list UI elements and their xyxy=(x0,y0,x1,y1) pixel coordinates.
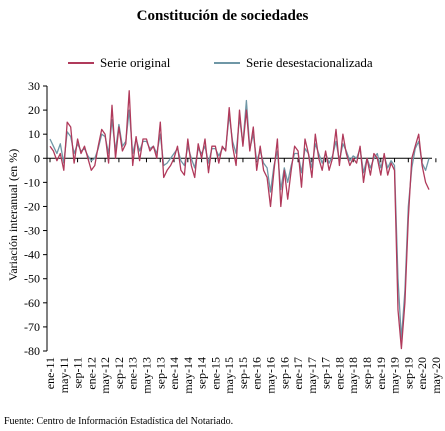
x-tick-label: may-18 xyxy=(346,357,360,394)
y-tick-label: -40 xyxy=(24,248,40,262)
x-tick-label: ene-16 xyxy=(250,357,264,390)
x-tick-label: ene-14 xyxy=(167,357,181,390)
legend-swatch-original xyxy=(68,62,94,64)
x-tick-label: may-20 xyxy=(429,357,443,394)
series-line-desestacionalizada xyxy=(49,99,430,340)
y-tick-label: -50 xyxy=(24,272,40,286)
x-tick-label: sep-15 xyxy=(236,357,250,389)
y-tick-label: -80 xyxy=(24,344,40,358)
y-tick-label: -10 xyxy=(24,175,40,189)
x-tick-label: ene-18 xyxy=(332,357,346,390)
series-line-original xyxy=(49,90,430,350)
y-tick-label: -60 xyxy=(24,296,40,310)
y-tick-label: 20 xyxy=(28,103,40,117)
x-tick-label: ene-11 xyxy=(43,357,57,389)
x-tick-label: sep-19 xyxy=(401,357,415,389)
y-tick-label: 0 xyxy=(34,151,40,165)
y-tick-label: -70 xyxy=(24,320,40,334)
x-tick-label: ene-17 xyxy=(291,357,305,390)
x-tick-label: sep-12 xyxy=(112,357,126,389)
x-tick-label: may-16 xyxy=(264,357,278,394)
x-tick-label: sep-11 xyxy=(71,357,85,389)
x-tick-label: sep-14 xyxy=(195,357,209,389)
chart-title: Constitución de sociedades xyxy=(136,8,309,24)
x-tick-label: sep-18 xyxy=(360,357,374,389)
legend-label-desestacionalizada: Serie desestacionalizada xyxy=(246,55,373,70)
x-tick-label: may-17 xyxy=(305,357,319,394)
x-tick-label: ene-12 xyxy=(84,357,98,390)
chart-footnote: Fuente: Centro de Información Estadístic… xyxy=(4,416,234,427)
x-tick-label: sep-17 xyxy=(319,357,333,389)
x-tick-label: sep-16 xyxy=(277,357,291,389)
y-tick-label: 10 xyxy=(28,127,40,141)
x-tick-label: may-12 xyxy=(98,357,112,394)
x-tick-label: sep-20 xyxy=(443,357,445,389)
legend-swatch-desestacionalizada xyxy=(214,62,240,64)
x-tick-label: may-19 xyxy=(388,357,402,394)
x-tick-label: may-15 xyxy=(222,357,236,394)
x-tick-label: ene-20 xyxy=(415,357,429,390)
legend-item-desestacionalizada: Serie desestacionalizada xyxy=(214,55,373,71)
y-tick-label: -20 xyxy=(24,199,40,213)
x-tick-label: sep-13 xyxy=(153,357,167,389)
x-tick-label: may-11 xyxy=(57,357,71,393)
legend-label-original: Serie original xyxy=(100,55,171,70)
x-tick-label: ene-15 xyxy=(208,357,222,390)
legend-item-original: Serie original xyxy=(68,55,170,71)
y-tick-label: -30 xyxy=(24,224,40,238)
x-tick-label: ene-19 xyxy=(374,357,388,390)
x-tick-label: ene-13 xyxy=(126,357,140,390)
x-tick-label: may-13 xyxy=(139,357,153,394)
x-tick-label: may-14 xyxy=(181,357,195,394)
y-tick-label: 30 xyxy=(28,79,40,93)
